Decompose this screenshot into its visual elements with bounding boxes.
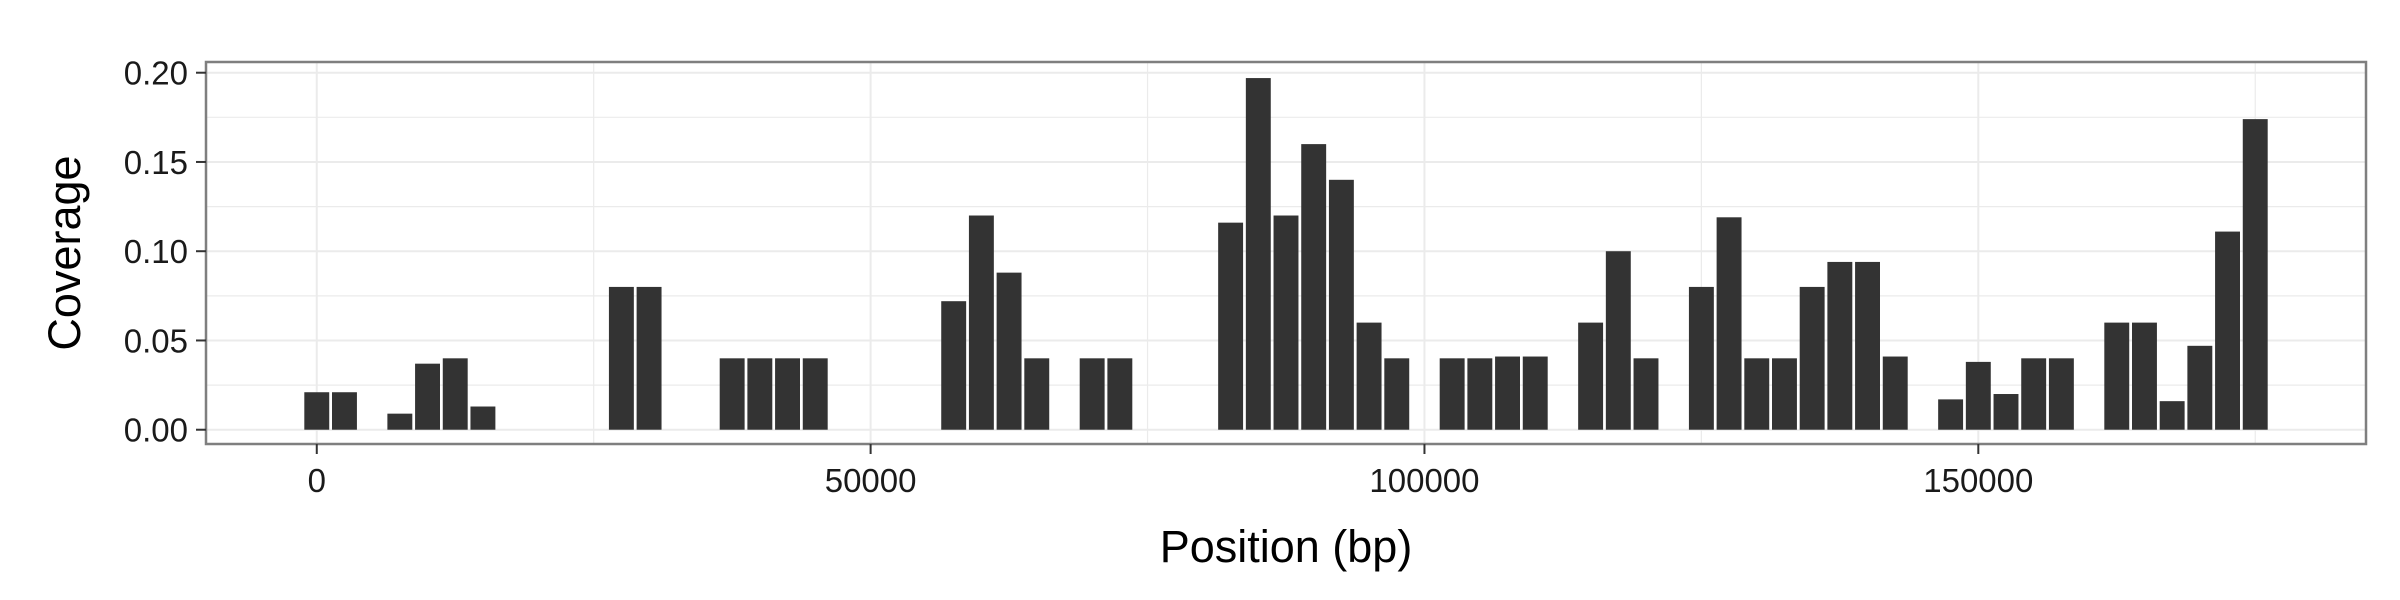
bar — [1855, 261, 1880, 430]
bar — [1079, 358, 1105, 430]
bar — [1467, 358, 1493, 430]
bar — [608, 286, 634, 430]
bar — [1439, 358, 1465, 430]
bar — [1522, 356, 1548, 430]
y-tick-label: 0.10 — [124, 233, 188, 270]
bar — [2104, 322, 2130, 430]
y-tick-label: 0.15 — [124, 144, 188, 181]
bar — [1993, 394, 2019, 430]
bar — [2215, 231, 2240, 430]
bar — [996, 272, 1022, 430]
x-tick-label: 150000 — [1923, 462, 2033, 499]
y-axis: 0.00 0.05 0.10 0.15 0.20 — [124, 55, 206, 449]
y-axis-title: Coverage — [39, 155, 90, 350]
y-tick-label: 0.05 — [124, 322, 188, 359]
bar — [470, 406, 496, 430]
bar — [719, 358, 745, 430]
bar — [1328, 179, 1354, 430]
bar — [968, 215, 994, 430]
bar — [1301, 144, 1327, 430]
bar — [1578, 322, 1604, 430]
bar — [941, 301, 967, 430]
bar — [1107, 358, 1133, 430]
plot-panel-border — [204, 60, 2368, 446]
bar — [1744, 358, 1770, 430]
bar — [1938, 399, 1964, 430]
bar — [304, 392, 330, 430]
bar — [2187, 345, 2213, 430]
bar — [1024, 358, 1050, 430]
bar — [387, 413, 413, 430]
bar — [1356, 322, 1382, 430]
bar — [1688, 286, 1714, 430]
bar — [1605, 251, 1631, 430]
bar — [1827, 261, 1853, 430]
bar — [1273, 215, 1299, 430]
bar — [442, 358, 468, 430]
x-axis-title: Position (bp) — [1160, 521, 1413, 572]
bar — [775, 358, 800, 430]
bar — [1799, 286, 1825, 430]
y-tick-label: 0.20 — [124, 55, 188, 92]
bar — [1965, 361, 1991, 430]
bar — [415, 363, 440, 430]
x-tick-label: 50000 — [825, 462, 917, 499]
x-tick-label: 100000 — [1369, 462, 1479, 499]
bar — [747, 358, 773, 430]
x-axis: 0 50000 100000 150000 — [308, 444, 2033, 499]
bar — [636, 286, 662, 430]
bars — [304, 78, 2268, 430]
bar — [1495, 356, 1520, 430]
bar — [1384, 358, 1410, 430]
bar — [2021, 358, 2047, 430]
bar — [2159, 401, 2185, 430]
bar — [1245, 78, 1271, 430]
bar — [802, 358, 828, 430]
bar — [2132, 322, 2157, 430]
bar — [1218, 222, 1244, 430]
bar — [1716, 217, 1742, 430]
bar — [2242, 119, 2268, 430]
bar — [332, 392, 357, 430]
bar — [2048, 358, 2074, 430]
bar — [1633, 358, 1659, 430]
bar — [1882, 356, 1908, 430]
x-tick-label: 0 — [308, 462, 326, 499]
y-tick-label: 0.00 — [124, 412, 188, 449]
bar — [1772, 358, 1797, 430]
